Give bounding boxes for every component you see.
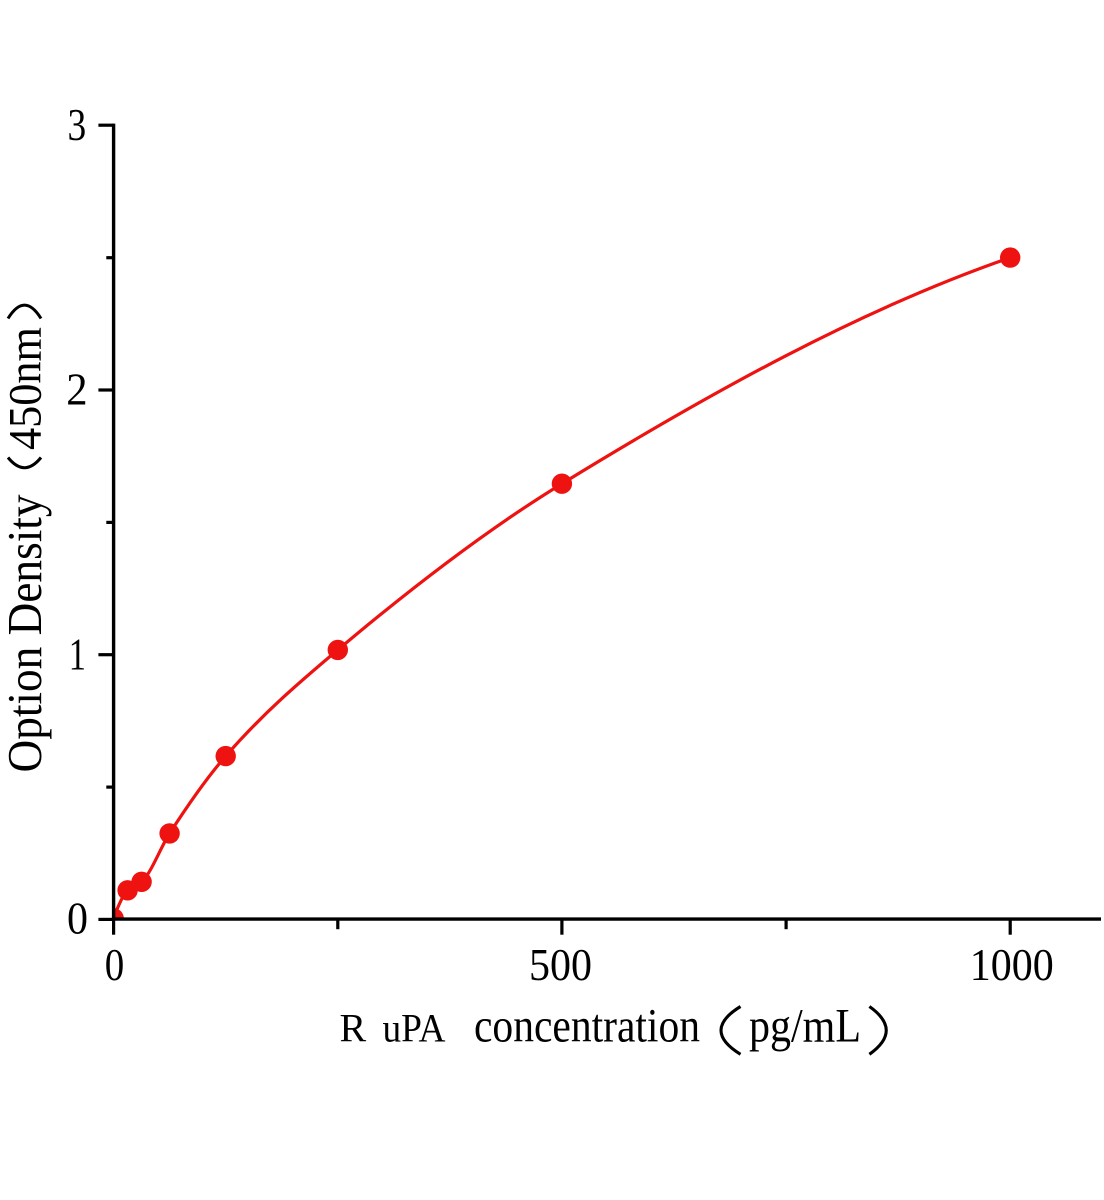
svg-text:0: 0 <box>67 893 88 944</box>
svg-text:450nm: 450nm <box>1 327 52 450</box>
svg-text:0: 0 <box>105 939 125 990</box>
svg-text:500: 500 <box>529 939 592 990</box>
svg-text:2: 2 <box>66 364 87 415</box>
svg-text:concentration: concentration <box>474 999 700 1052</box>
svg-text:R: R <box>340 1005 367 1050</box>
svg-text:uPA: uPA <box>383 1005 446 1050</box>
svg-text:Option Density: Option Density <box>0 494 52 772</box>
svg-text:1000: 1000 <box>970 939 1054 990</box>
svg-text:1: 1 <box>69 629 86 680</box>
svg-text:3: 3 <box>67 99 86 150</box>
svg-text:pg/mL: pg/mL <box>749 999 861 1052</box>
